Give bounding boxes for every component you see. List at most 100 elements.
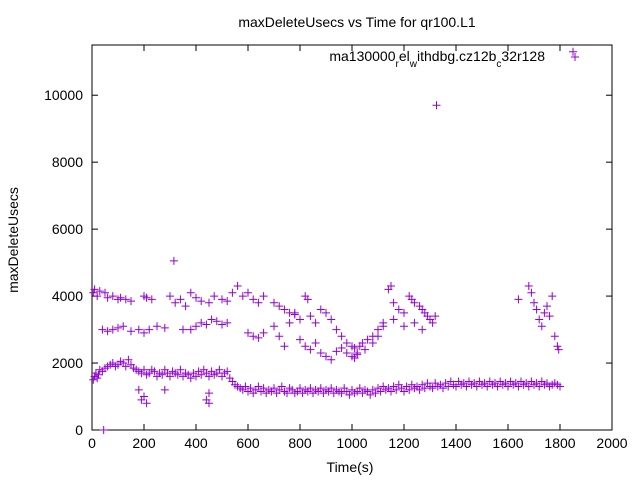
- data-point: [327, 355, 336, 364]
- data-point: [160, 323, 169, 332]
- data-point: [93, 292, 102, 301]
- data-point: [322, 352, 330, 361]
- data-point: [98, 325, 107, 334]
- data-point: [192, 322, 200, 331]
- data-point: [150, 367, 159, 376]
- data-point: [259, 384, 268, 393]
- data-point: [176, 365, 185, 374]
- data-point: [218, 295, 226, 304]
- data-point: [215, 365, 224, 374]
- data-point: [514, 295, 523, 304]
- data-point: [197, 297, 206, 306]
- data-point: [556, 382, 564, 391]
- data-point: [169, 256, 178, 265]
- x-tick-label: 1000: [336, 435, 367, 451]
- data-point: [535, 315, 544, 324]
- data-point: [270, 322, 278, 331]
- data-point: [439, 384, 447, 393]
- y-tick-label: 6000: [52, 221, 83, 237]
- y-tick-label: 4000: [52, 288, 83, 304]
- data-point: [296, 335, 304, 344]
- data-point: [535, 382, 544, 391]
- data-point: [249, 332, 258, 341]
- x-tick-label: 200: [132, 435, 156, 451]
- x-tick-label: 800: [288, 435, 312, 451]
- data-point: [127, 297, 135, 306]
- data-point: [296, 384, 304, 393]
- data-point: [212, 317, 221, 326]
- data-point: [361, 345, 369, 354]
- data-point: [207, 315, 216, 324]
- data-point: [259, 328, 268, 337]
- data-point: [316, 305, 325, 314]
- data-point: [363, 335, 372, 344]
- data-point: [249, 295, 258, 304]
- data-point: [374, 325, 382, 334]
- data-point: [548, 292, 557, 301]
- data-point: [197, 370, 206, 379]
- data-point: [353, 350, 362, 359]
- data-point: [428, 384, 437, 393]
- data-point: [527, 288, 536, 297]
- data-point: [192, 293, 200, 302]
- data-point: [223, 367, 232, 376]
- data-point: [166, 372, 174, 381]
- data-point: [223, 297, 232, 306]
- data-point: [277, 382, 286, 391]
- data-point: [275, 332, 284, 341]
- data-point: [124, 355, 133, 364]
- data-point: [394, 305, 403, 314]
- data-point: [400, 387, 408, 396]
- data-point: [241, 382, 250, 391]
- data-point: [290, 308, 299, 317]
- data-point: [280, 305, 289, 314]
- data-point: [254, 298, 263, 307]
- data-point: [119, 322, 128, 331]
- data-point: [186, 325, 195, 334]
- data-point: [275, 302, 284, 311]
- data-point: [543, 302, 551, 311]
- data-point: [337, 343, 346, 352]
- data-point: [218, 320, 226, 329]
- data-point: [202, 320, 211, 329]
- data-point: [553, 342, 562, 351]
- data-point: [554, 345, 563, 354]
- data-point: [89, 288, 98, 297]
- data-point: [337, 332, 346, 341]
- data-point: [145, 325, 154, 334]
- data-point: [181, 302, 190, 311]
- data-point: [311, 338, 320, 347]
- data-point: [205, 389, 213, 398]
- data-point: [387, 282, 395, 291]
- y-axis: 0 2000 4000 6000 8000 10000: [44, 87, 612, 438]
- data-point: [493, 382, 502, 391]
- data-point: [376, 387, 385, 396]
- data-point: [387, 387, 395, 396]
- data-point: [420, 384, 429, 393]
- data-point: [545, 312, 554, 321]
- data-point: [223, 318, 232, 327]
- data-point: [342, 349, 351, 357]
- data-point: [153, 322, 161, 331]
- data-point: [95, 287, 104, 296]
- data-point: [142, 293, 151, 302]
- data-point: [322, 308, 330, 317]
- data-point: [400, 308, 408, 317]
- data-point: [337, 389, 346, 398]
- data-point: [462, 382, 471, 391]
- data-point: [127, 327, 135, 336]
- data-point: [173, 370, 182, 379]
- data-point: [389, 298, 398, 307]
- data-point: [332, 325, 341, 334]
- data-point: [103, 293, 112, 302]
- data-point: [142, 399, 151, 408]
- data-point: [270, 298, 278, 307]
- data-point: [254, 333, 263, 342]
- data-point: [296, 315, 304, 324]
- data-point: [301, 342, 310, 351]
- data-point: [244, 328, 252, 337]
- y-tick-label: 8000: [52, 154, 83, 170]
- data-point: [524, 382, 533, 391]
- data-point: [238, 292, 247, 301]
